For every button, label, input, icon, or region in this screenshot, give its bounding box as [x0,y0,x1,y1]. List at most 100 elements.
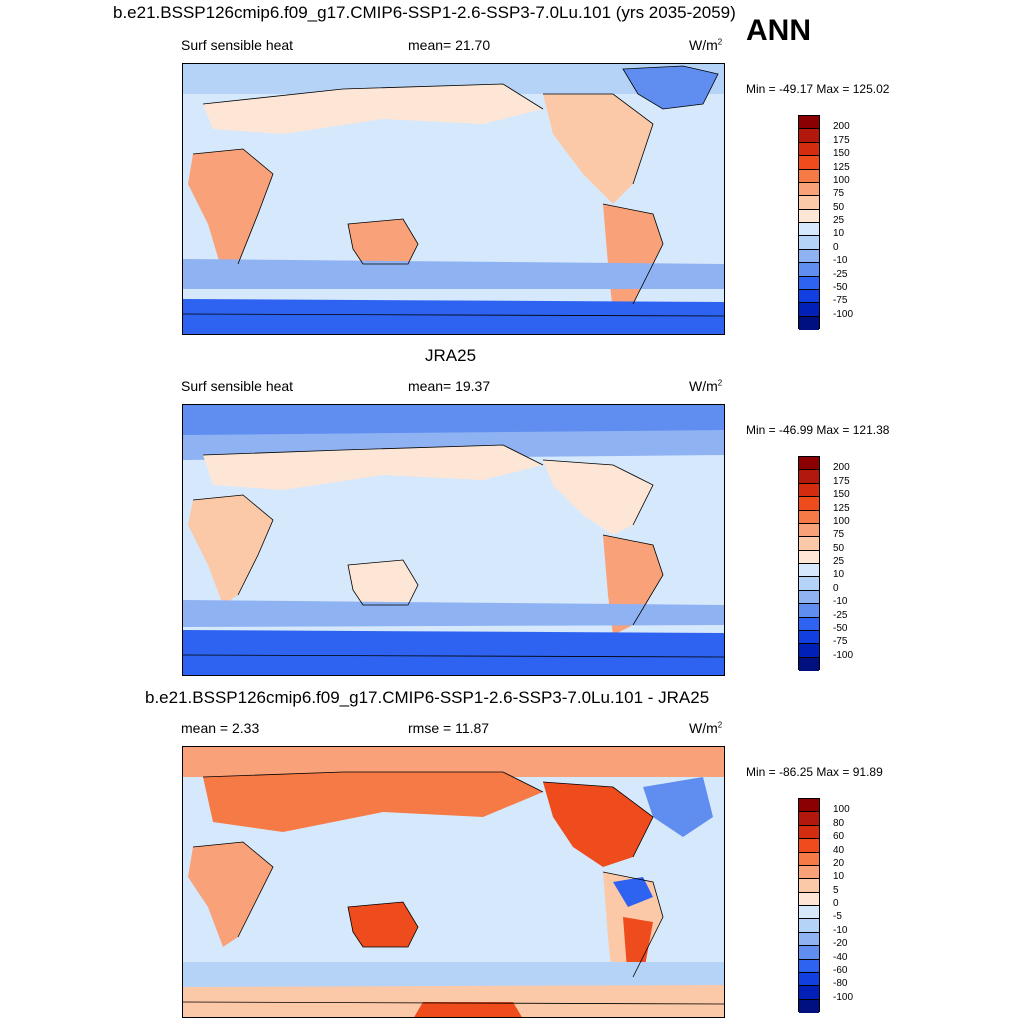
colorbar-level-label: 20 [833,857,845,869]
colorbar-level-label: -50 [833,281,848,293]
colorbar-level-label: 75 [833,188,845,200]
colorbar-swatch [799,209,819,223]
colorbar-swatch [799,825,819,840]
colorbar-level-label: -100 [833,991,854,1003]
colorbar-level-label: 75 [833,529,845,541]
colorbar-swatch [799,169,819,183]
colorbar-swatch [799,497,819,511]
colorbar-swatch [799,630,819,645]
colorbar-swatch [799,812,819,826]
colorbar-level-label: 0 [833,241,839,253]
colorbar-swatch [799,223,819,237]
colorbar-swatch [799,129,819,143]
colorbar-level-label: -20 [833,938,848,950]
colorbar-level-label: 50 [833,201,845,213]
colorbar-level-label: 0 [833,582,839,594]
colorbar-level-label: -10 [833,596,848,608]
panel1-units: W/m2 [689,37,723,53]
panel3-mean: mean = 2.33 [181,720,260,736]
panel2-units: W/m2 [689,378,723,394]
panel2-map [182,404,725,676]
colorbar-swatch [799,879,819,893]
colorbar-swatch [799,550,819,564]
panel2-colorbar [798,456,820,671]
colorbar-level-label: 100 [833,515,850,527]
colorbar-swatch [799,316,819,330]
colorbar-swatch [799,116,819,130]
colorbar-level-label: 175 [833,134,850,146]
colorbar-swatch [799,577,819,591]
colorbar-swatch [799,523,819,538]
colorbar-level-label: 125 [833,502,850,514]
colorbar-level-label: -50 [833,622,848,634]
colorbar-level-label: -5 [833,911,842,923]
colorbar-swatch [799,457,819,471]
colorbar-swatch [799,263,819,277]
colorbar-swatch [799,182,819,197]
colorbar-swatch [799,799,819,813]
colorbar-swatch [799,483,819,498]
colorbar-level-label: 0 [833,898,839,909]
colorbar-swatch [799,986,819,1000]
colorbar-level-label: -10 [833,924,848,936]
colorbar-level-label: 10 [833,228,845,240]
colorbar-swatch [799,946,819,960]
colorbar-level-label: -80 [833,978,848,990]
colorbar-swatch [799,644,819,658]
colorbar-level-label: 125 [833,161,850,173]
panel3-colorbar [798,798,820,1013]
colorbar-swatch [799,156,819,170]
panel1-colorbar [798,115,820,330]
panel1-map [182,63,725,335]
panel2-title: JRA25 [425,346,477,365]
colorbar-swatch [799,590,819,605]
panel3-minmax: Min = -86.25 Max = 91.89 [746,765,883,779]
colorbar-swatch [799,142,819,157]
colorbar-level-label: -25 [833,268,848,280]
colorbar-level-label: 100 [833,804,850,816]
colorbar-swatch [799,510,819,524]
colorbar-level-label: 60 [833,831,845,843]
colorbar-level-label: 5 [833,884,839,896]
panel3-units: W/m2 [689,720,723,736]
colorbar-level-label: 200 [833,462,850,474]
panel1-title: b.e21.BSSP126cmip6.f09_g17.CMIP6-SSP1-2.… [113,3,736,22]
panel3-rmse: rmse = 11.87 [408,720,490,736]
panel2-variable: Surf sensible heat [181,378,294,394]
panel2-mean: mean= 19.37 [408,378,491,394]
panel1-minmax: Min = -49.17 Max = 125.02 [746,82,890,96]
season-label: ANN [746,14,811,47]
colorbar-swatch [799,999,819,1013]
colorbar-level-label: -100 [833,649,854,661]
colorbar-level-label: 50 [833,542,845,554]
panel2-minmax: Min = -46.99 Max = 121.38 [746,423,890,437]
panel1-mean: mean= 21.70 [408,37,491,53]
colorbar-level-label: -40 [833,951,848,963]
colorbar-level-label: 175 [833,475,850,487]
colorbar-level-label: 25 [833,215,845,226]
colorbar-swatch [799,564,819,578]
colorbar-swatch [799,932,819,947]
colorbar-swatch [799,604,819,618]
colorbar-swatch [799,972,819,987]
colorbar-swatch [799,959,819,973]
colorbar-level-label: 40 [833,844,845,856]
panel1-variable: Surf sensible heat [181,37,294,53]
colorbar-swatch [799,470,819,484]
colorbar-swatch [799,196,819,210]
colorbar-swatch [799,892,819,906]
colorbar-swatch [799,657,819,671]
colorbar-level-label: 25 [833,556,845,567]
colorbar-level-label: -75 [833,295,848,307]
panel3-title: b.e21.BSSP126cmip6.f09_g17.CMIP6-SSP1-2.… [145,688,710,707]
colorbar-swatch [799,919,819,933]
colorbar-swatch [799,537,819,551]
colorbar-swatch [799,617,819,631]
colorbar-level-label: 150 [833,148,850,160]
colorbar-swatch [799,276,819,290]
colorbar-level-label: -25 [833,609,848,621]
colorbar-swatch [799,865,819,880]
colorbar-level-label: 150 [833,489,850,501]
colorbar-swatch [799,236,819,250]
colorbar-swatch [799,906,819,920]
